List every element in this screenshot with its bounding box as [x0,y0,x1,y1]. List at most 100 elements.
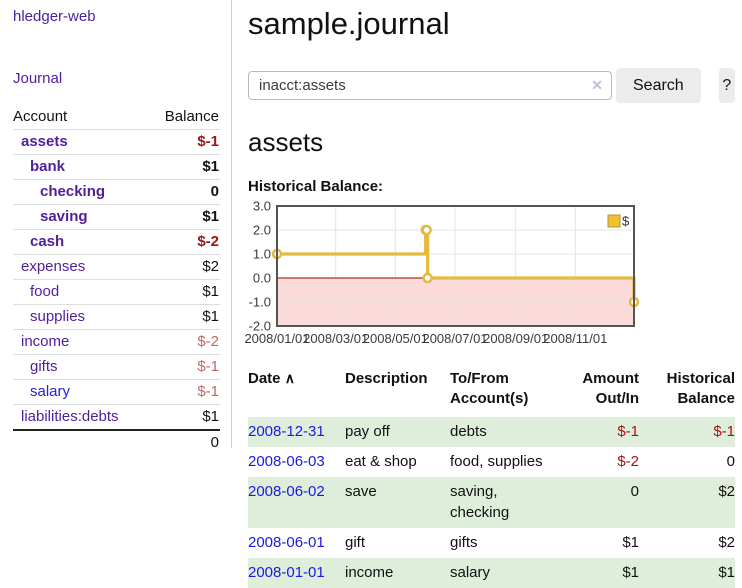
account-balance: $1 [148,404,220,430]
search-button[interactable]: Search [616,68,701,103]
account-link-bank[interactable]: bank [30,158,66,175]
transaction-accounts: food, supplies [450,452,543,470]
account-link-income[interactable]: income [21,333,70,350]
sidebar: hledger-web Journal Account Balance asse… [0,0,232,455]
transaction-date-link[interactable]: 2008-06-03 [248,452,325,470]
account-link-saving[interactable]: saving [40,208,88,225]
x-tick-label: 2008/01/01 [244,331,309,346]
account-row: checking 0 [13,179,220,205]
transaction-amount: $-1 [617,422,639,440]
transaction-balance: 0 [726,452,735,470]
account-link-gifts[interactable]: gifts [30,358,58,375]
account-balance: $2 [148,254,220,280]
chart-title: Historical Balance: [248,178,384,195]
transaction-balance: $-1 [713,422,735,440]
register-row: 2008-06-02 save saving, checking 0 $2 [248,476,735,528]
account-row: saving $1 [13,204,220,230]
x-tick-label: 2008/05/01 [363,331,428,346]
register-header-date[interactable]: Date ∧ [248,370,295,387]
account-balance: $-1 [148,354,220,380]
y-tick-label: 2.0 [253,223,271,238]
data-point [421,224,432,236]
transaction-amount: $-2 [617,452,639,470]
transaction-balance: $2 [718,533,735,551]
account-row: expenses $2 [13,254,220,280]
account-balance: $1 [148,154,220,180]
y-tick-label: 1.0 [253,247,271,262]
y-tick-label: -2.0 [249,319,271,334]
account-row: bank $1 [13,154,220,180]
account-row: assets $-1 [13,129,220,155]
account-link-expenses[interactable]: expenses [21,258,86,275]
account-balance: $1 [148,304,220,330]
register-header-amount[interactable]: Amount Out/In [582,370,639,408]
transaction-date-link[interactable]: 2008-12-31 [248,422,325,440]
x-tick-label: 2008/11/01 [543,331,607,346]
transaction-amount: $1 [622,533,639,551]
sort-asc-icon: ∧ [284,370,295,386]
account-row: gifts $-1 [13,354,220,380]
account-row: supplies $1 [13,304,220,330]
register-table: Date ∧ Description To/From Account(s) Am… [248,365,735,588]
legend-label: $ [622,214,630,229]
y-tick-label: 0.0 [253,271,271,286]
search-input[interactable] [248,71,612,100]
transaction-description: income [345,563,394,581]
transaction-amount: 0 [630,482,639,500]
search-form: ✕ Search ? [248,68,735,103]
account-link-salary[interactable]: salary [30,383,71,400]
data-point [422,272,433,284]
balance-chart-svg: 3.0 2.0 1.0 0.0 -1.0 -2.02008/01/012008/03/01… [244,199,640,346]
account-link-supplies[interactable]: supplies [30,308,86,325]
register-row: 2008-06-01 gift gifts $1 $2 [248,528,735,558]
account-link-food[interactable]: food [30,283,60,300]
historical-balance-chart: 3.0 2.0 1.0 0.0 -1.0 -2.0 2008/01/01 2008/03/01… [240,199,718,351]
account-row: income $-2 [13,329,220,355]
transaction-balance: $1 [718,563,735,581]
transaction-description: pay off [345,422,390,440]
x-tick-label: 2008/09/01 [483,331,548,346]
account-link-cash[interactable]: cash [30,233,65,250]
transaction-date-link[interactable]: 2008-06-02 [248,482,325,500]
register-row: 2008-06-03 eat & shop food, supplies $-2… [248,447,735,477]
accounts-header-account: Account [13,108,68,125]
clear-search-icon[interactable]: ✕ [591,77,603,93]
transaction-date-link[interactable]: 2008-01-01 [248,563,325,581]
accounts-header-balance: Balance [164,108,219,125]
register-header-accounts[interactable]: To/From Account(s) [450,370,529,408]
account-row: cash $-2 [13,229,220,255]
account-balance: $-1 [148,379,220,405]
plot-border [276,205,635,327]
app-brand-link[interactable]: hledger-web [13,8,96,25]
accounts-total-row: 0 [13,429,220,455]
transaction-accounts: gifts [450,533,478,551]
accounts-table: Account Balance assets $-1 bank $1 check… [13,105,220,455]
transaction-balance: $2 [718,482,735,500]
account-link-checking[interactable]: checking [40,183,106,200]
accounts-total-value: 0 [148,429,220,455]
account-heading: assets [248,127,324,157]
sidebar-item-journal[interactable]: Journal [13,70,63,87]
account-balance: $-1 [148,129,220,155]
account-balance: $1 [148,279,220,305]
transaction-date-link[interactable]: 2008-06-01 [248,533,325,551]
transaction-amount: $1 [622,563,639,581]
transaction-accounts: saving, checking [450,482,510,521]
account-link-liabilities-debts[interactable]: liabilities:debts [21,408,119,425]
account-balance: $1 [148,204,220,230]
transaction-description: save [345,482,377,500]
register-row: 2008-12-31 pay off debts $-1 $-1 [248,416,735,447]
x-tick-label: 2008/03/01 [303,331,368,346]
account-row: food $1 [13,279,220,305]
account-link-assets[interactable]: assets [21,133,68,150]
transaction-description: eat & shop [345,452,417,470]
account-row: salary $-1 [13,379,220,405]
x-tick-label: 2008/07/01 [422,331,487,346]
account-balance: $-2 [148,229,220,255]
help-button[interactable]: ? [718,68,735,103]
register-header-balance[interactable]: Historical Balance [666,370,735,408]
account-row: liabilities:debts $1 [13,404,220,430]
register-header-description[interactable]: Description [345,370,428,387]
account-balance: 0 [148,179,220,205]
account-balance: $-2 [148,329,220,355]
